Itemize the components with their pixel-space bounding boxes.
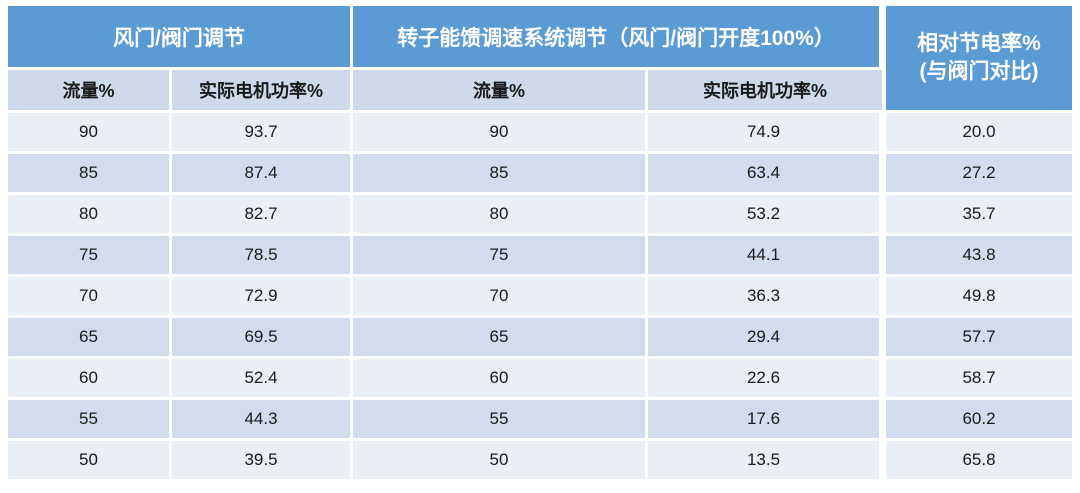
table-cell: 82.7 xyxy=(172,195,353,236)
table-row: 65 69.5 65 29.4 57.7 xyxy=(8,318,1073,359)
sub-header-row: 流量% 实际电机功率% 流量% 实际电机功率% xyxy=(8,70,1072,113)
table-cell: 60 xyxy=(353,359,648,400)
table-cell: 53.2 xyxy=(648,195,883,236)
table-cell: 58.7 xyxy=(882,359,1073,400)
table-cell: 20.0 xyxy=(882,113,1073,154)
power-comparison-table: 风门/阀门调节 转子能馈调速系统调节（风门/阀门开度100%） 相对节电率% (… xyxy=(8,6,1073,482)
table-cell: 78.5 xyxy=(172,236,353,277)
table-cell: 85 xyxy=(8,154,172,195)
col-header-power-damper: 实际电机功率% xyxy=(172,70,353,113)
table-cell: 63.4 xyxy=(648,154,883,195)
table-cell: 27.2 xyxy=(882,154,1073,195)
table-row: 60 52.4 60 22.6 58.7 xyxy=(8,359,1073,400)
table-cell: 55 xyxy=(353,400,648,441)
table-cell: 90 xyxy=(8,113,172,154)
table-cell: 75 xyxy=(353,236,648,277)
table-cell: 75 xyxy=(8,236,172,277)
table-cell: 70 xyxy=(8,277,172,318)
table-cell: 90 xyxy=(353,113,648,154)
table-cell: 69.5 xyxy=(172,318,353,359)
table-cell: 50 xyxy=(353,441,648,482)
table-cell: 44.1 xyxy=(648,236,883,277)
table-cell: 44.3 xyxy=(172,400,353,441)
table-cell: 74.9 xyxy=(648,113,883,154)
table-cell: 65 xyxy=(8,318,172,359)
table-row: 80 82.7 80 53.2 35.7 xyxy=(8,195,1073,236)
table-cell: 49.8 xyxy=(882,277,1073,318)
table-cell: 65.8 xyxy=(882,441,1073,482)
group-header-rotor-system: 转子能馈调速系统调节（风门/阀门开度100%） xyxy=(353,6,883,70)
table-cell: 80 xyxy=(353,195,648,236)
table-cell: 17.6 xyxy=(648,400,883,441)
table-cell: 29.4 xyxy=(648,318,883,359)
table-cell: 36.3 xyxy=(648,277,883,318)
table-row: 75 78.5 75 44.1 43.8 xyxy=(8,236,1073,277)
table-cell: 72.9 xyxy=(172,277,353,318)
col-header-flow-rotor: 流量% xyxy=(353,70,648,113)
table-cell: 22.6 xyxy=(648,359,883,400)
table-row: 90 93.7 90 74.9 20.0 xyxy=(8,113,1073,154)
table-row: 85 87.4 85 63.4 27.2 xyxy=(8,154,1073,195)
table-cell: 35.7 xyxy=(882,195,1073,236)
table-cell: 60.2 xyxy=(882,400,1073,441)
saving-rate-line2: (与阀门对比) xyxy=(919,60,1039,83)
table-cell: 80 xyxy=(8,195,172,236)
group-header-saving-rate: 相对节电率% (与阀门对比) xyxy=(882,6,1073,113)
col-header-flow-damper: 流量% xyxy=(8,70,172,113)
table-cell: 87.4 xyxy=(172,154,353,195)
table-cell: 70 xyxy=(353,277,648,318)
table-cell: 57.7 xyxy=(882,318,1073,359)
table-cell: 52.4 xyxy=(172,359,353,400)
col-header-power-rotor: 实际电机功率% xyxy=(648,70,883,113)
group-header-row: 风门/阀门调节 转子能馈调速系统调节（风门/阀门开度100%） 相对节电率% (… xyxy=(8,6,1073,113)
table-cell: 13.5 xyxy=(648,441,883,482)
table-cell: 65 xyxy=(353,318,648,359)
table-cell: 85 xyxy=(353,154,648,195)
table-cell: 50 xyxy=(8,441,172,482)
table-cell: 39.5 xyxy=(172,441,353,482)
saving-rate-line1: 相对节电率% xyxy=(917,31,1041,55)
table-cell: 60 xyxy=(8,359,172,400)
table-row: 55 44.3 55 17.6 60.2 xyxy=(8,400,1073,441)
table-row: 70 72.9 70 36.3 49.8 xyxy=(8,277,1073,318)
table-cell: 93.7 xyxy=(172,113,353,154)
table-cell: 43.8 xyxy=(882,236,1073,277)
group-header-damper-valve: 风门/阀门调节 xyxy=(8,6,353,70)
table-cell: 55 xyxy=(8,400,172,441)
table-row: 50 39.5 50 13.5 65.8 xyxy=(8,441,1073,482)
